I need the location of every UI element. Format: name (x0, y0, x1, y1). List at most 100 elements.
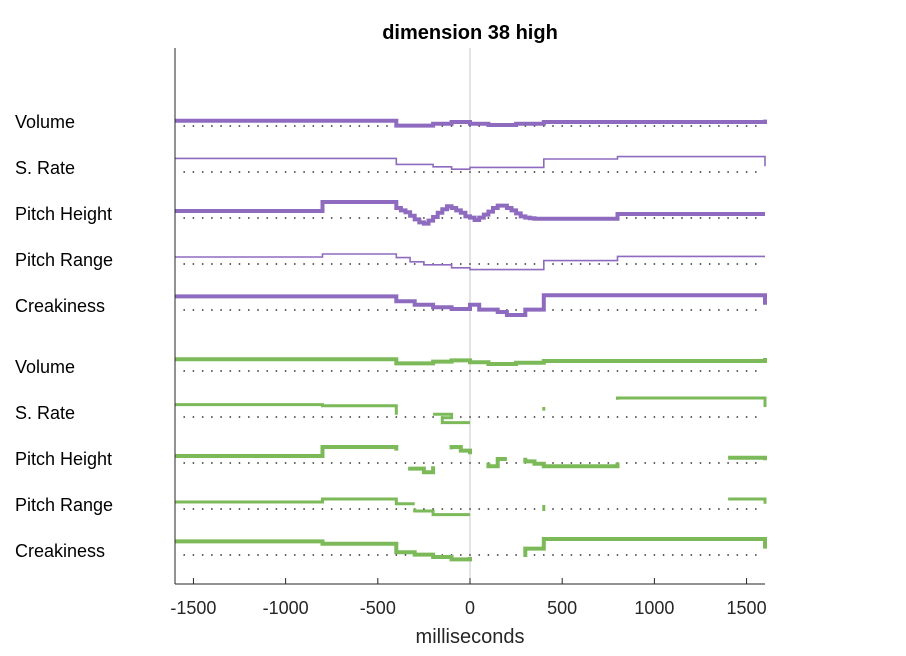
baseline-dot (588, 263, 591, 265)
baseline-dot (635, 217, 637, 219)
baseline-dot (432, 309, 434, 311)
baseline-dot (736, 309, 739, 311)
baseline-dot (284, 125, 287, 127)
baseline-dot (367, 370, 370, 372)
baseline-dot (275, 171, 278, 173)
baseline-dot (616, 263, 619, 265)
baseline-dot (423, 171, 425, 173)
baseline-dot (312, 125, 315, 127)
baseline-dot (671, 462, 674, 464)
baseline-dot (487, 416, 490, 418)
baseline-dot (727, 462, 729, 464)
baseline-dot (653, 462, 656, 464)
baseline-dot (635, 263, 637, 265)
row-label: Volume (15, 112, 75, 132)
baseline-dot (690, 508, 693, 510)
baseline-dot (321, 554, 324, 556)
series-line-s-rate-3 (616, 396, 767, 407)
baseline-dot (671, 309, 674, 311)
baseline-dot (340, 554, 342, 556)
baseline-dot (312, 554, 315, 556)
baseline-dot (423, 508, 425, 510)
baseline-dot (718, 125, 720, 127)
baseline-dot (257, 462, 259, 464)
baseline-dot (247, 508, 250, 510)
baseline-dot (524, 508, 527, 510)
baseline-dot (662, 125, 665, 127)
baseline-dot (238, 462, 241, 464)
baseline-dot (699, 263, 702, 265)
baseline-dot (570, 462, 573, 464)
series-line-creakiness-1 (523, 537, 767, 557)
baseline-dot (330, 263, 333, 265)
row-label: S. Rate (15, 158, 75, 178)
baseline-dot (266, 508, 269, 510)
baseline-dot (607, 508, 610, 510)
baseline-dot (321, 309, 324, 311)
baseline-dot (367, 309, 370, 311)
baseline-dot (588, 416, 591, 418)
baseline-dot (635, 554, 637, 556)
baseline-dot (386, 309, 388, 311)
baseline-dot (487, 263, 490, 265)
x-axis-label: milliseconds (416, 626, 525, 648)
baseline-dot (681, 263, 683, 265)
baseline-dot (386, 508, 388, 510)
baseline-dot (432, 462, 434, 464)
baseline-dot (515, 263, 517, 265)
baseline-dot (284, 416, 287, 418)
baseline-dot (588, 125, 591, 127)
baseline-dot (469, 263, 471, 265)
row-0-4 (175, 293, 767, 317)
baseline-dot (192, 370, 195, 372)
baseline-dot (192, 309, 195, 311)
baseline-dot (303, 263, 305, 265)
baseline-dot (496, 217, 499, 219)
baseline-dot (616, 508, 619, 510)
baseline-dot (625, 462, 628, 464)
baseline-dot (257, 263, 259, 265)
baseline-dot (293, 263, 296, 265)
baseline-dot (727, 171, 729, 173)
baseline-dot (349, 508, 352, 510)
baseline-dot (404, 217, 407, 219)
baseline-dot (708, 370, 711, 372)
baseline-dot (552, 416, 554, 418)
baseline-dot (662, 370, 665, 372)
series-line-pitch-range-0 (175, 497, 415, 506)
baseline-dot (496, 508, 499, 510)
baseline-dot (459, 462, 462, 464)
series-line-pitch-height-3 (486, 457, 507, 469)
row-0-1 (175, 155, 766, 173)
baseline-dot (635, 125, 637, 127)
baseline-dot (607, 554, 610, 556)
row-label: Volume (15, 357, 75, 377)
baseline-dot (340, 125, 342, 127)
baseline-dot (736, 462, 739, 464)
baseline-dot (321, 508, 324, 510)
baseline-dot (662, 309, 665, 311)
baseline-dot (220, 508, 223, 510)
baseline-dot (404, 370, 407, 372)
baseline-dot (340, 370, 342, 372)
baseline-dot (644, 508, 647, 510)
baseline-dot (275, 370, 278, 372)
baseline-dot (718, 217, 720, 219)
baseline-dot (404, 462, 407, 464)
series-line-pitch-height-1 (408, 466, 436, 475)
baseline-dot (579, 508, 582, 510)
baseline-dot (293, 416, 296, 418)
baseline-dot (257, 508, 259, 510)
baseline-dot (312, 309, 315, 311)
baseline-dot (211, 508, 213, 510)
baseline-dot (450, 370, 453, 372)
baseline-dot (561, 462, 564, 464)
baseline-dot (718, 370, 720, 372)
baseline-dot (349, 554, 352, 556)
baseline-dot (330, 508, 333, 510)
baseline-dot (404, 263, 407, 265)
baseline-dot (478, 462, 481, 464)
baseline-dot (727, 554, 729, 556)
baseline-dot (506, 263, 508, 265)
